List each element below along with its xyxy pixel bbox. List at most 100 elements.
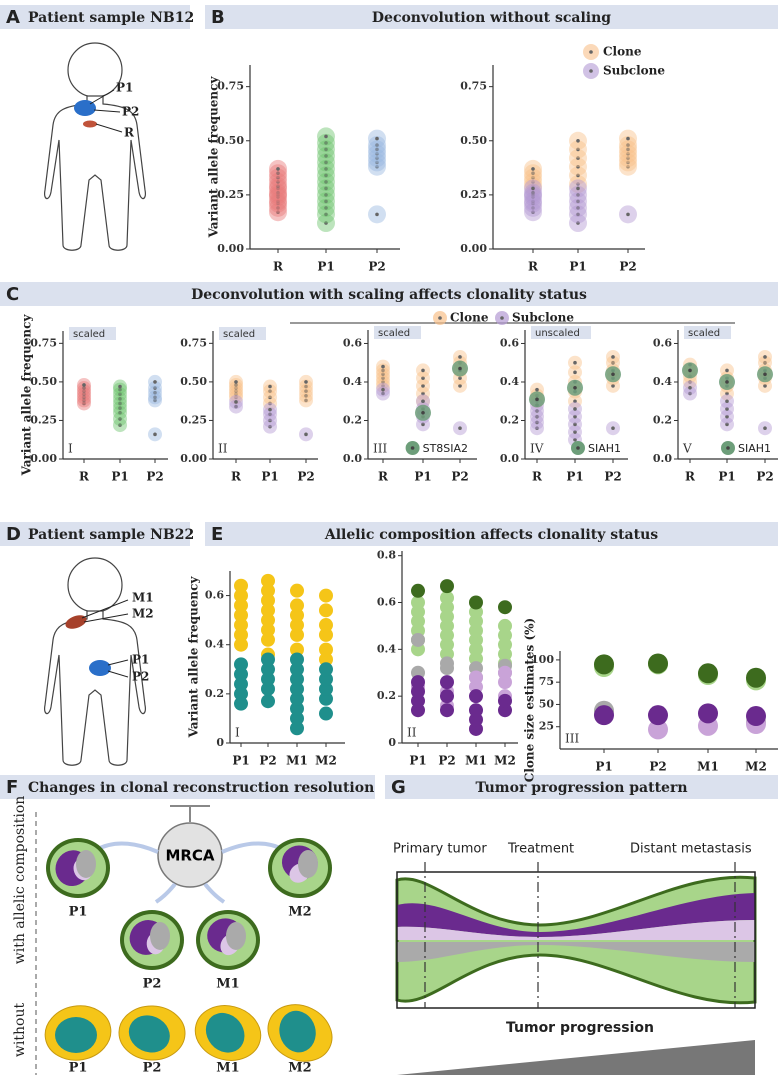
- x-tick-label: P1: [566, 470, 583, 484]
- y-tick-label: 100: [531, 653, 554, 666]
- point-dot: [626, 143, 630, 147]
- point-dot: [725, 407, 729, 411]
- point-dot: [381, 368, 385, 373]
- point-dot: [763, 426, 767, 430]
- point: [368, 136, 386, 155]
- point-dot: [118, 392, 122, 397]
- point-dot: [268, 395, 272, 400]
- point-dot: [82, 383, 86, 387]
- point: [319, 672, 333, 687]
- point: [317, 127, 335, 146]
- point: [569, 166, 587, 185]
- y-tick-label: 0.2: [205, 687, 224, 700]
- point: [746, 667, 766, 688]
- y-tick-label: 0.0: [343, 452, 362, 465]
- point-halo: [319, 603, 333, 618]
- point-dot: [381, 376, 385, 380]
- point-dot: [573, 414, 577, 419]
- point-dot: [324, 180, 328, 184]
- legend-label: Clone: [603, 45, 642, 59]
- y-label: Clone size estimates (%): [523, 618, 537, 782]
- highlight-point: [529, 391, 545, 408]
- point-dot: [82, 401, 86, 406]
- point: [263, 379, 277, 394]
- y-tick-label: 0.6: [205, 589, 224, 602]
- point: [77, 387, 91, 402]
- point: [569, 131, 587, 150]
- point: [498, 665, 512, 680]
- point-halo: [290, 711, 304, 726]
- point: [269, 183, 287, 202]
- point: [148, 381, 162, 396]
- point-dot: [324, 173, 328, 178]
- point-dot: [763, 372, 767, 377]
- blob-label: P2: [143, 977, 162, 992]
- point: [261, 662, 275, 677]
- point: [299, 427, 313, 442]
- point-halo: [290, 652, 304, 667]
- point-dot: [268, 412, 272, 417]
- legend-key-dot: [589, 69, 593, 73]
- point-halo: [440, 675, 454, 690]
- point: [440, 703, 454, 718]
- point-halo: [261, 652, 275, 667]
- point-dot: [421, 399, 425, 404]
- body-d: [43, 557, 147, 766]
- point: [568, 425, 582, 440]
- point: [469, 689, 483, 704]
- point-halo: [319, 618, 333, 633]
- point: [758, 378, 772, 393]
- x-tick-label: P1: [232, 754, 249, 768]
- point: [720, 401, 734, 416]
- blob-gray: [76, 850, 96, 878]
- point-halo: [261, 672, 275, 687]
- y-tick-label: 0.2: [377, 689, 396, 702]
- x-tick-label: M2: [745, 760, 767, 774]
- point-dot: [763, 360, 767, 365]
- row-label: without: [12, 1003, 28, 1058]
- point-dot: [576, 221, 580, 225]
- stage: Primary tumor: [393, 842, 487, 857]
- point: [317, 153, 335, 172]
- point-dot: [324, 160, 328, 165]
- point-dot: [381, 391, 385, 396]
- point-dot: [611, 372, 615, 377]
- point-halo: [594, 654, 614, 675]
- point: [368, 140, 386, 159]
- point-halo: [319, 681, 333, 696]
- point-halo: [234, 686, 248, 701]
- point: [261, 613, 275, 628]
- point-dot: [268, 401, 272, 406]
- label: P1: [132, 653, 149, 667]
- point-halo: [411, 595, 425, 610]
- point: [290, 652, 304, 667]
- point: [299, 393, 313, 408]
- leader-lines: [81, 599, 129, 678]
- y-tick-label: 0.6: [500, 336, 519, 349]
- highlight-point: [757, 366, 773, 383]
- legend-key-dot: [438, 316, 442, 320]
- y-tick-label: 25: [539, 720, 554, 733]
- y-tick-label: 0.00: [460, 242, 487, 255]
- point: [290, 691, 304, 706]
- point: [469, 670, 483, 685]
- point-halo: [261, 593, 275, 608]
- highlight-point: [415, 404, 431, 421]
- point: [619, 205, 637, 224]
- point: [77, 377, 91, 392]
- point-dot: [725, 391, 729, 396]
- fish-subclone: [397, 893, 755, 937]
- point-dot: [381, 380, 385, 384]
- panel-header: [0, 522, 190, 546]
- point-dot: [381, 387, 385, 392]
- legend-key-dot: [589, 50, 593, 54]
- point-dot: [725, 380, 729, 384]
- panel-letter: B: [211, 7, 225, 28]
- point-dot: [234, 404, 238, 409]
- point: [469, 595, 483, 610]
- panel-header: [0, 282, 778, 306]
- point-dot: [725, 399, 729, 404]
- x-tick-label: M1: [286, 754, 308, 768]
- legend-label: Clone: [450, 311, 489, 325]
- x-tick-label: P2: [146, 470, 163, 484]
